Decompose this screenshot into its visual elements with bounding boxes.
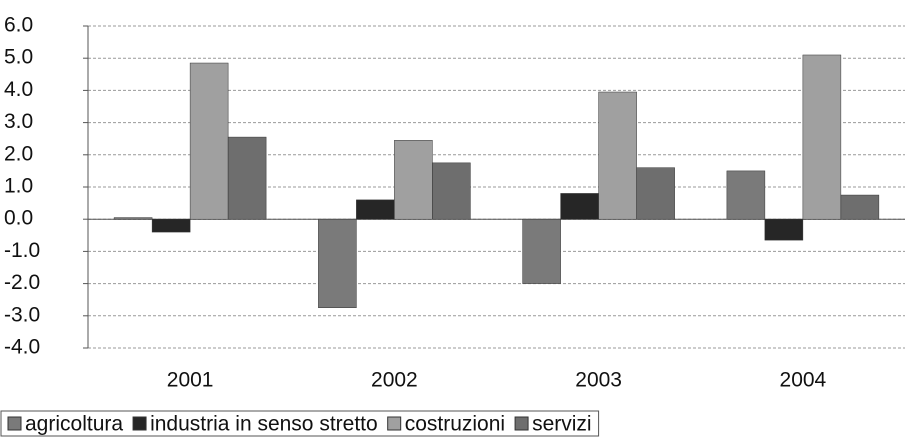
bar [356, 199, 395, 220]
legend-swatch [514, 416, 529, 431]
legend-swatch [7, 416, 22, 431]
bar [560, 193, 599, 220]
bar [151, 218, 191, 233]
legend-label: agricoltura [25, 413, 123, 436]
legend-label: industria in senso stretto [150, 413, 378, 436]
x-tick-label: 2004 [780, 369, 827, 392]
bar [636, 167, 675, 220]
y-tick-label: 5.0 [4, 46, 33, 69]
bar [522, 218, 561, 284]
x-tick-label: 2001 [167, 369, 214, 392]
legend-swatch [132, 416, 147, 431]
legend-box [0, 410, 600, 437]
bar [802, 54, 842, 220]
bar [394, 140, 433, 220]
legend-swatch [387, 416, 402, 431]
x-tick-label: 2002 [371, 369, 418, 392]
bar [726, 170, 766, 220]
y-tick-label: 4.0 [4, 78, 33, 101]
y-tick-label: 2.0 [4, 142, 33, 165]
y-tick-label: 1.0 [4, 175, 33, 198]
bar [840, 194, 880, 220]
y-tick-label: -3.0 [4, 303, 40, 326]
bar [227, 136, 267, 220]
bar [764, 218, 804, 241]
y-tick-label: -1.0 [4, 239, 40, 262]
bar [318, 218, 357, 308]
bar [432, 162, 471, 220]
y-tick-label: 0.0 [4, 207, 33, 230]
legend-label: costruzioni [405, 413, 505, 436]
bar [598, 91, 637, 220]
y-tick-label: 6.0 [4, 14, 33, 37]
legend-label: servizi [532, 413, 592, 436]
x-tick-label: 2003 [575, 369, 622, 392]
y-tick-label: -2.0 [4, 271, 40, 294]
bar [113, 217, 153, 220]
y-tick-label: 3.0 [4, 110, 33, 133]
y-tick-label: -4.0 [4, 336, 40, 359]
bar [189, 62, 229, 220]
